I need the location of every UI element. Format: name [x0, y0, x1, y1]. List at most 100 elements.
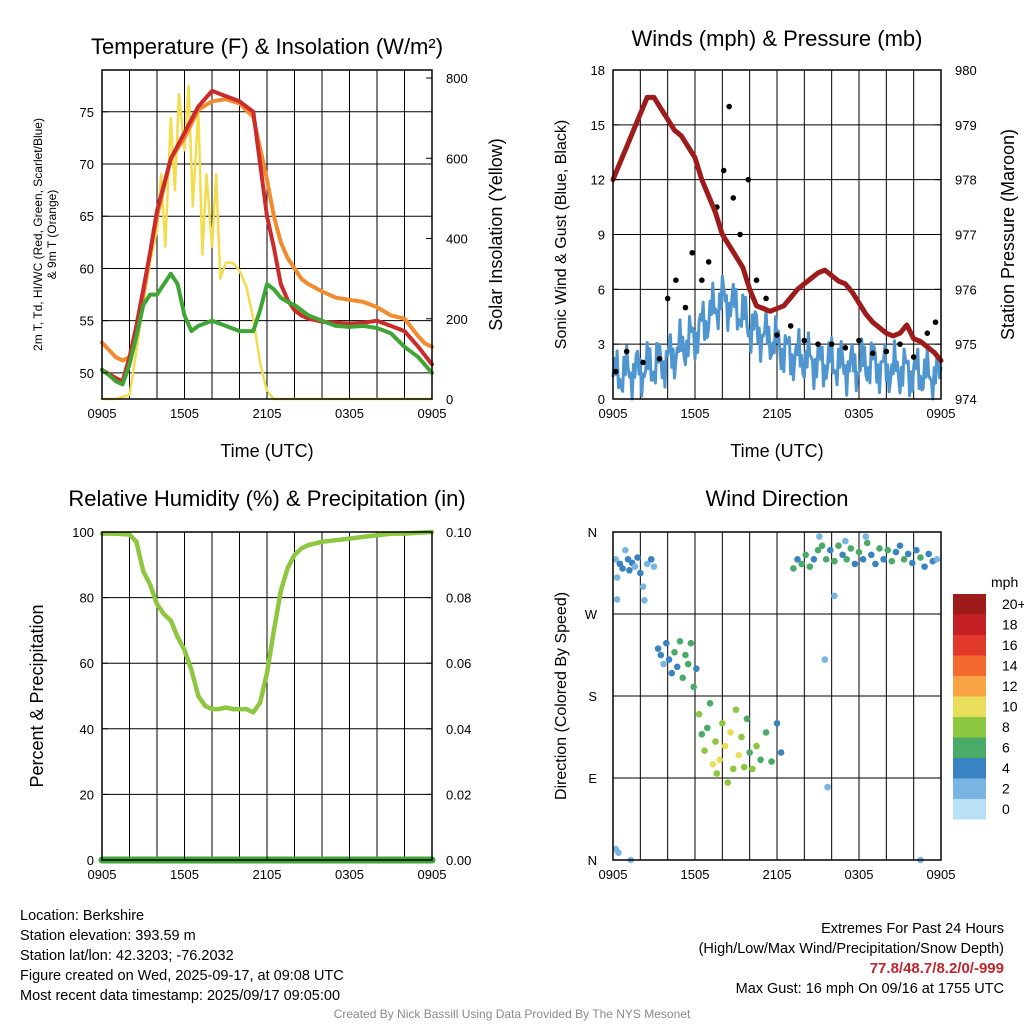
x-tick-label: 0305 [845, 406, 874, 421]
gust-point [753, 277, 760, 283]
y-axis-label-line1: 2m T, Td, HI/WC (Red, Green, Scarlet/Blu… [31, 118, 45, 351]
y-tick-label: 80 [80, 591, 94, 606]
direction-point [917, 554, 924, 561]
direction-point [810, 556, 818, 563]
direction-point [712, 738, 719, 745]
direction-point [724, 779, 732, 786]
direction-point [654, 645, 662, 652]
direction-point [639, 583, 647, 590]
legend-label: 2 [1002, 781, 1010, 797]
direction-point [880, 556, 887, 563]
y-tick-label: 70 [80, 157, 94, 172]
y-tick-label: W [585, 607, 598, 622]
gust-point [720, 167, 727, 174]
y-tick-label: 6 [598, 282, 605, 297]
direction-point [842, 537, 849, 545]
extremes-values: 77.8/48.7/8.2/0/-999 [869, 960, 1004, 977]
direction-point [738, 733, 745, 741]
gust-point [897, 341, 903, 347]
legend-swatch [953, 717, 986, 738]
y2-tick-label: 0 [446, 392, 453, 407]
direction-point [626, 566, 633, 574]
y-tick-label: N [588, 853, 597, 868]
y2-tick-label: 0.02 [446, 787, 471, 802]
direction-point [913, 546, 920, 554]
direction-point [862, 533, 870, 540]
gust-point [689, 249, 696, 256]
created-text: Figure created on Wed, 2025-09-17, at 09… [20, 968, 344, 984]
direction-point [721, 742, 729, 750]
legend-label: 20+ [1002, 596, 1024, 612]
y-tick-label: 60 [80, 261, 94, 276]
y-tick-label: N [588, 525, 597, 540]
direction-point [719, 720, 726, 727]
legend-swatch [953, 778, 986, 799]
gust-point [924, 330, 931, 337]
x-tick-label: 2105 [763, 867, 792, 882]
direction-point [768, 758, 775, 765]
x-tick-label: 0905 [88, 406, 117, 421]
direction-point [619, 565, 626, 572]
direction-point [790, 565, 797, 572]
legend-swatch [953, 635, 986, 656]
direction-point [716, 756, 723, 764]
direction-point [762, 729, 770, 736]
direction-point [868, 551, 875, 559]
legend-swatch [953, 799, 986, 820]
direction-point [735, 751, 743, 759]
gust-point [883, 348, 890, 355]
direction-point [847, 545, 855, 552]
x-tick-label: 2105 [253, 406, 282, 421]
legend-swatch [953, 655, 986, 676]
direction-point [777, 749, 785, 756]
gust-point [932, 319, 939, 326]
legend-label: 16 [1002, 637, 1018, 653]
gust-point [737, 231, 743, 238]
y2-tick-label: 200 [446, 312, 468, 327]
x-axis-label: Time (UTC) [730, 441, 823, 461]
extremes-info: Extremes For Past 24 Hours (High/Low/Max… [699, 919, 1004, 999]
direction-point [631, 563, 639, 570]
y-tick-label: 60 [80, 656, 94, 671]
y2-tick-label: 800 [446, 71, 468, 86]
credit-text: Created By Nick Bassill Using Data Provi… [333, 1007, 691, 1021]
chart-humidity: Relative Humidity (%) & Precipitation (i… [27, 486, 471, 882]
direction-point [668, 669, 676, 677]
y2-tick-label: 978 [955, 173, 977, 188]
direction-point [706, 699, 714, 707]
series-2m-temp-red [100, 88, 434, 384]
x-tick-label: 1505 [681, 406, 710, 421]
legend-label: 18 [1002, 617, 1018, 633]
recent-data-text: Most recent data timestamp: 2025/09/17 0… [20, 988, 341, 1004]
direction-point [637, 569, 644, 577]
direction-point [671, 648, 678, 656]
direction-point [896, 542, 904, 549]
direction-point [802, 551, 809, 559]
chart-title: Temperature (F) & Insolation (W/m²) [91, 34, 443, 59]
y-tick-label: 9 [598, 228, 605, 243]
gust-point [745, 176, 752, 183]
legend-swatch [953, 614, 986, 635]
direction-point [698, 730, 706, 738]
y-tick-label: 50 [80, 366, 94, 381]
y-tick-label: 100 [72, 525, 94, 540]
direction-point [634, 554, 641, 561]
x-tick-label: 2105 [763, 406, 792, 421]
y2-tick-label: 975 [955, 337, 977, 352]
gust-point [910, 354, 917, 360]
y-tick-label: 0 [87, 853, 94, 868]
direction-point [925, 550, 932, 558]
direction-point [821, 656, 829, 663]
series-pressure-maroon [610, 94, 944, 364]
latlon-text: Station lat/lon: 42.3203; -76.2032 [20, 948, 234, 964]
direction-point [657, 651, 665, 659]
direction-point [676, 638, 684, 645]
x-tick-label: 0905 [599, 406, 628, 421]
direction-point [690, 683, 697, 691]
y2-tick-label: 976 [955, 282, 977, 297]
gust-point [856, 337, 862, 344]
location-text: Location: Berkshire [20, 908, 145, 924]
series-dewpoint-green [100, 271, 434, 387]
direction-point [822, 556, 830, 563]
legend-title: mph [991, 574, 1018, 590]
